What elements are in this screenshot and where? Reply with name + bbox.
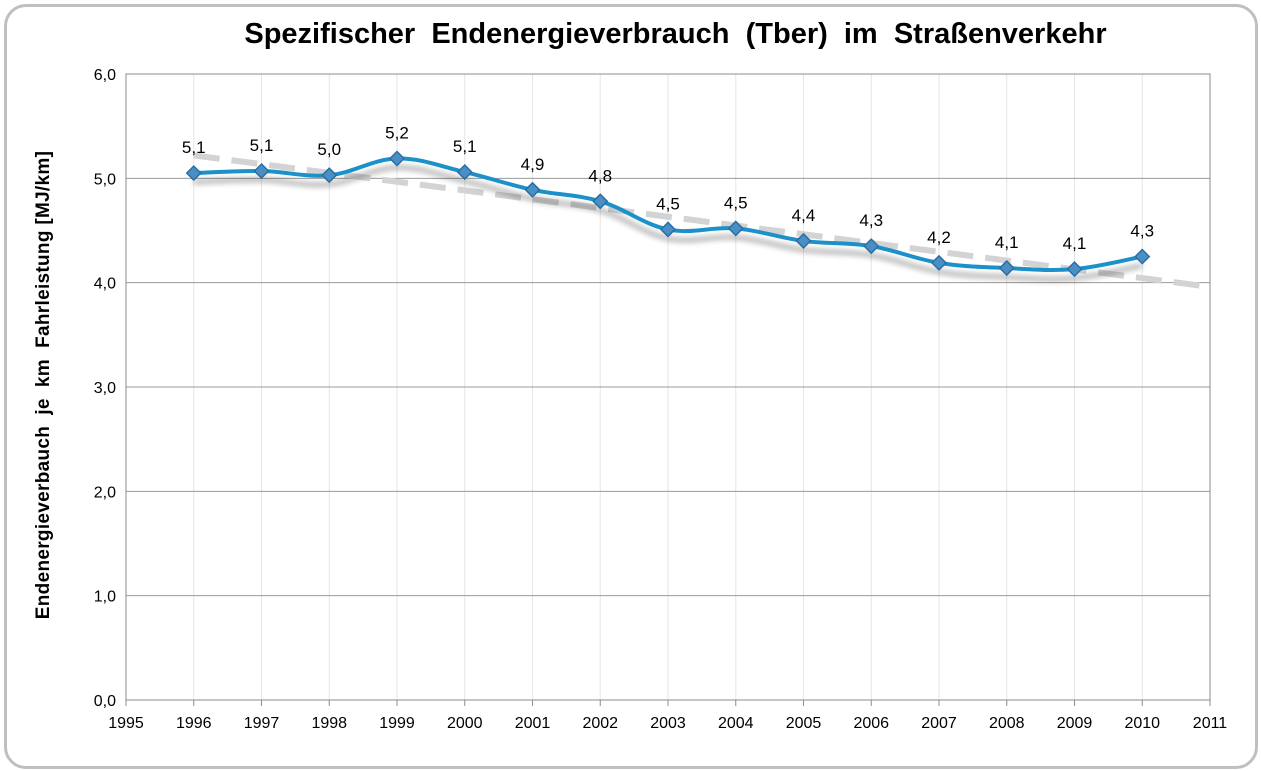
data-label: 4,5 xyxy=(724,193,748,212)
data-label: 4,2 xyxy=(927,228,951,247)
series-group xyxy=(185,150,1151,278)
data-labels: 5,1 5,1 5,0 5,2 5,1 4,9 4,8 4,5 4,5 4,4 4,3 4,2 4,1 4… xyxy=(182,124,1154,254)
data-point-marker xyxy=(1066,261,1083,278)
data-label: 5,1 xyxy=(453,137,477,156)
data-point-marker xyxy=(185,165,202,182)
data-label: 4,5 xyxy=(656,194,680,213)
chart-title: Spezifischer Endenergieverbrauch (Tber) … xyxy=(244,18,1107,50)
data-point-marker xyxy=(388,150,406,167)
data-point-marker xyxy=(863,238,880,255)
x-tick-label: 2005 xyxy=(786,715,822,732)
data-point-marker xyxy=(1134,248,1151,265)
x-tick-label: 1997 xyxy=(244,715,280,732)
data-point-marker xyxy=(592,193,609,210)
x-tick-label: 2006 xyxy=(853,715,889,732)
data-point-marker xyxy=(727,220,744,237)
trendline-path xyxy=(193,152,1211,290)
x-tick-label: 2010 xyxy=(1124,715,1160,732)
data-label: 5,1 xyxy=(250,136,274,155)
x-tick-label: 2011 xyxy=(1193,715,1228,732)
data-label: 4,4 xyxy=(792,206,816,225)
data-point-marker xyxy=(795,232,812,249)
trendline xyxy=(193,152,1211,290)
x-tick-label: 2000 xyxy=(447,715,483,732)
data-label: 5,0 xyxy=(317,140,341,159)
x-tick-label: 2001 xyxy=(515,715,551,732)
data-label: 4,3 xyxy=(859,211,883,230)
x-tick-label: 2008 xyxy=(989,715,1025,732)
y-tick-label: 3,0 xyxy=(94,380,116,397)
data-label: 5,1 xyxy=(182,138,206,157)
data-label: 4,8 xyxy=(588,166,612,185)
data-label: 5,2 xyxy=(385,124,409,143)
x-tick-label: 2004 xyxy=(718,715,754,732)
data-label: 4,9 xyxy=(521,155,545,174)
y-tick-label: 6,0 xyxy=(94,67,116,84)
data-point-marker xyxy=(930,254,948,271)
y-tick-label: 2,0 xyxy=(94,484,116,501)
y-tick-label: 1,0 xyxy=(94,589,116,606)
data-label: 4,1 xyxy=(1063,234,1087,253)
data-point-marker xyxy=(659,221,677,238)
data-point-marker xyxy=(456,164,473,181)
y-tick-label: 5,0 xyxy=(94,171,116,188)
x-tick-label: 1999 xyxy=(379,715,415,732)
data-point-marker xyxy=(253,162,270,180)
data-point-marker xyxy=(524,181,541,198)
x-tick-label: 1996 xyxy=(176,715,212,732)
data-point-marker xyxy=(321,167,338,184)
x-tick-label: 1998 xyxy=(311,715,347,732)
x-tick-label: 2003 xyxy=(650,715,686,732)
x-tick-label: 2007 xyxy=(921,715,957,732)
data-label: 4,1 xyxy=(995,233,1019,252)
data-label: 4,3 xyxy=(1130,222,1154,241)
x-tick-label: 2009 xyxy=(1057,715,1093,732)
data-point-marker xyxy=(998,259,1015,277)
y-tick-label: 0,0 xyxy=(94,693,116,710)
axes: 0,0 1,0 2,0 3,0 4,0 5,0 6,0 1995 1996 1997 1998 199… xyxy=(94,67,1228,732)
x-tick-label: 2002 xyxy=(582,715,618,732)
y-tick-label: 4,0 xyxy=(94,276,116,293)
x-tick-label: 1995 xyxy=(108,715,144,732)
